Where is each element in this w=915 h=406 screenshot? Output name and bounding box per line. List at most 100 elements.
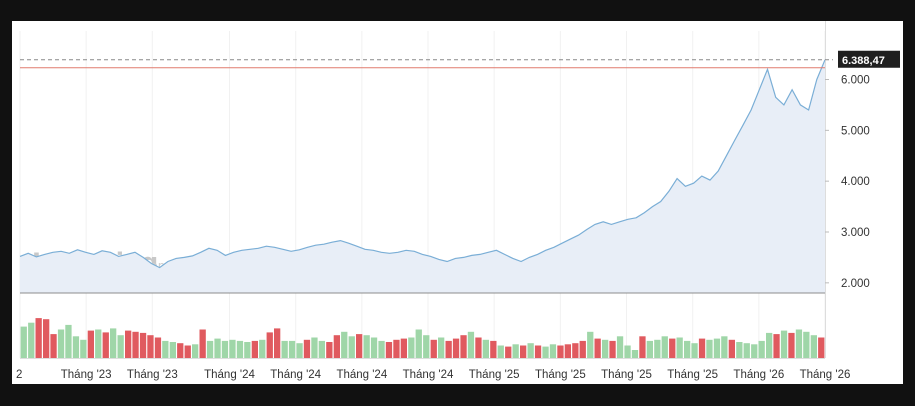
volume-bar (587, 331, 594, 358)
volume-bar (281, 340, 288, 358)
volume-bar (184, 345, 191, 358)
volume-bar (467, 331, 475, 358)
x-tick-label: 2 (16, 369, 22, 381)
x-tick-label: Tháng '24 (336, 369, 387, 381)
volume-bar (758, 340, 765, 358)
volume-bar (557, 345, 564, 358)
volume-bar (616, 336, 624, 358)
volume-bar (423, 335, 430, 358)
volume-bar (602, 339, 609, 358)
volume-bar (132, 331, 139, 358)
volume-bar (497, 345, 504, 358)
volume-bar (192, 344, 199, 358)
volume-bar (639, 336, 646, 358)
volume-bar (766, 332, 773, 358)
volume-bar (221, 340, 229, 358)
volume-bar (475, 337, 482, 358)
volume-bar (803, 331, 810, 358)
x-tick-label: Tháng '25 (601, 369, 652, 381)
last-price-label: 6.388,47 (842, 55, 885, 67)
volume-bar (393, 339, 400, 358)
volume-bar (773, 334, 780, 358)
volume-bar (788, 332, 795, 358)
volume-bar (214, 338, 221, 358)
volume-bar (579, 340, 586, 358)
volume-bar (676, 337, 683, 358)
volume-bar (564, 344, 571, 358)
volume-bar (363, 335, 370, 358)
volume-bar (65, 324, 72, 358)
volume-bar (743, 343, 750, 358)
volume-bar (356, 334, 363, 358)
volume-bar (646, 340, 653, 358)
volume-bar (490, 340, 497, 358)
volume-bar (57, 329, 65, 358)
volume-bar (542, 346, 549, 358)
volume-bar (624, 345, 631, 358)
volume-bar (751, 344, 758, 358)
volume-bar (549, 344, 557, 358)
volume-bar (296, 343, 303, 358)
volume-bar (400, 338, 407, 358)
volume-bar (20, 326, 27, 358)
volume-bar (609, 340, 616, 358)
x-tick-label: Tháng '24 (403, 369, 454, 381)
volume-bar (505, 346, 512, 358)
x-tick-label: Tháng '25 (469, 369, 520, 381)
volume-bar (661, 336, 668, 358)
axis-layer (20, 21, 833, 359)
volume-bar (534, 345, 542, 358)
volume-bar (102, 332, 109, 359)
volume-bar (795, 329, 803, 358)
volume-bar (721, 336, 728, 358)
volume-bar (415, 329, 422, 358)
volume-bar (728, 339, 735, 358)
volume-bar (572, 343, 579, 358)
volume-bar (72, 336, 80, 358)
volume-bar (303, 339, 311, 358)
x-tick-label: Tháng '26 (733, 369, 784, 381)
x-tick-label: Tháng '26 (800, 369, 851, 381)
volume-bar (177, 343, 184, 358)
volume-bar (125, 330, 132, 358)
volume-bar (348, 336, 355, 358)
volume-bar (274, 328, 281, 358)
x-tick-label: Tháng '25 (667, 369, 718, 381)
volume-bar (43, 319, 50, 358)
volume-bar (780, 330, 788, 358)
volume-bar (370, 337, 378, 358)
y-axis-ticks: 2.000 3.000 4.000 5.000 6.000 (825, 75, 870, 290)
volume-bar (452, 338, 460, 358)
volume-bar (594, 338, 601, 358)
volume-bar (654, 339, 661, 358)
volume-layer (20, 318, 825, 359)
volume-bar (631, 350, 639, 358)
price-line (19, 59, 826, 269)
volume-bar (736, 342, 743, 358)
chart-panel: Investing .com 2.0003.0004.0005.0006.000… (12, 21, 903, 384)
volume-bar (139, 332, 147, 358)
x-tick-label: Tháng '23 (61, 369, 112, 381)
volume-bar (169, 342, 176, 358)
volume-bar (50, 334, 57, 358)
volume-bar (460, 335, 467, 358)
volume-bar (385, 342, 393, 358)
x-axis-ticks: 2 Tháng '23 Tháng '23 Tháng '24 Tháng '24 Thá… (16, 369, 850, 381)
volume-bar (698, 338, 706, 358)
volume-bar (147, 335, 154, 358)
volume-bar (818, 337, 825, 358)
volume-bar (251, 340, 258, 358)
y-tick-label: 4.000 (841, 176, 870, 188)
volume-bar (87, 330, 94, 358)
volume-bar (482, 339, 489, 358)
volume-bar (684, 340, 691, 358)
price-area-fill (20, 59, 825, 293)
last-price-tag (838, 50, 900, 68)
last-price-tag-group: 6.388,47 (838, 50, 900, 68)
volume-bar (311, 337, 318, 358)
volume-bar (512, 344, 519, 358)
area-layer (19, 59, 826, 293)
volume-bar (527, 343, 534, 358)
volume-bar (691, 343, 698, 358)
price-chart[interactable]: Investing .com 2.0003.0004.0005.0006.000… (12, 21, 903, 384)
